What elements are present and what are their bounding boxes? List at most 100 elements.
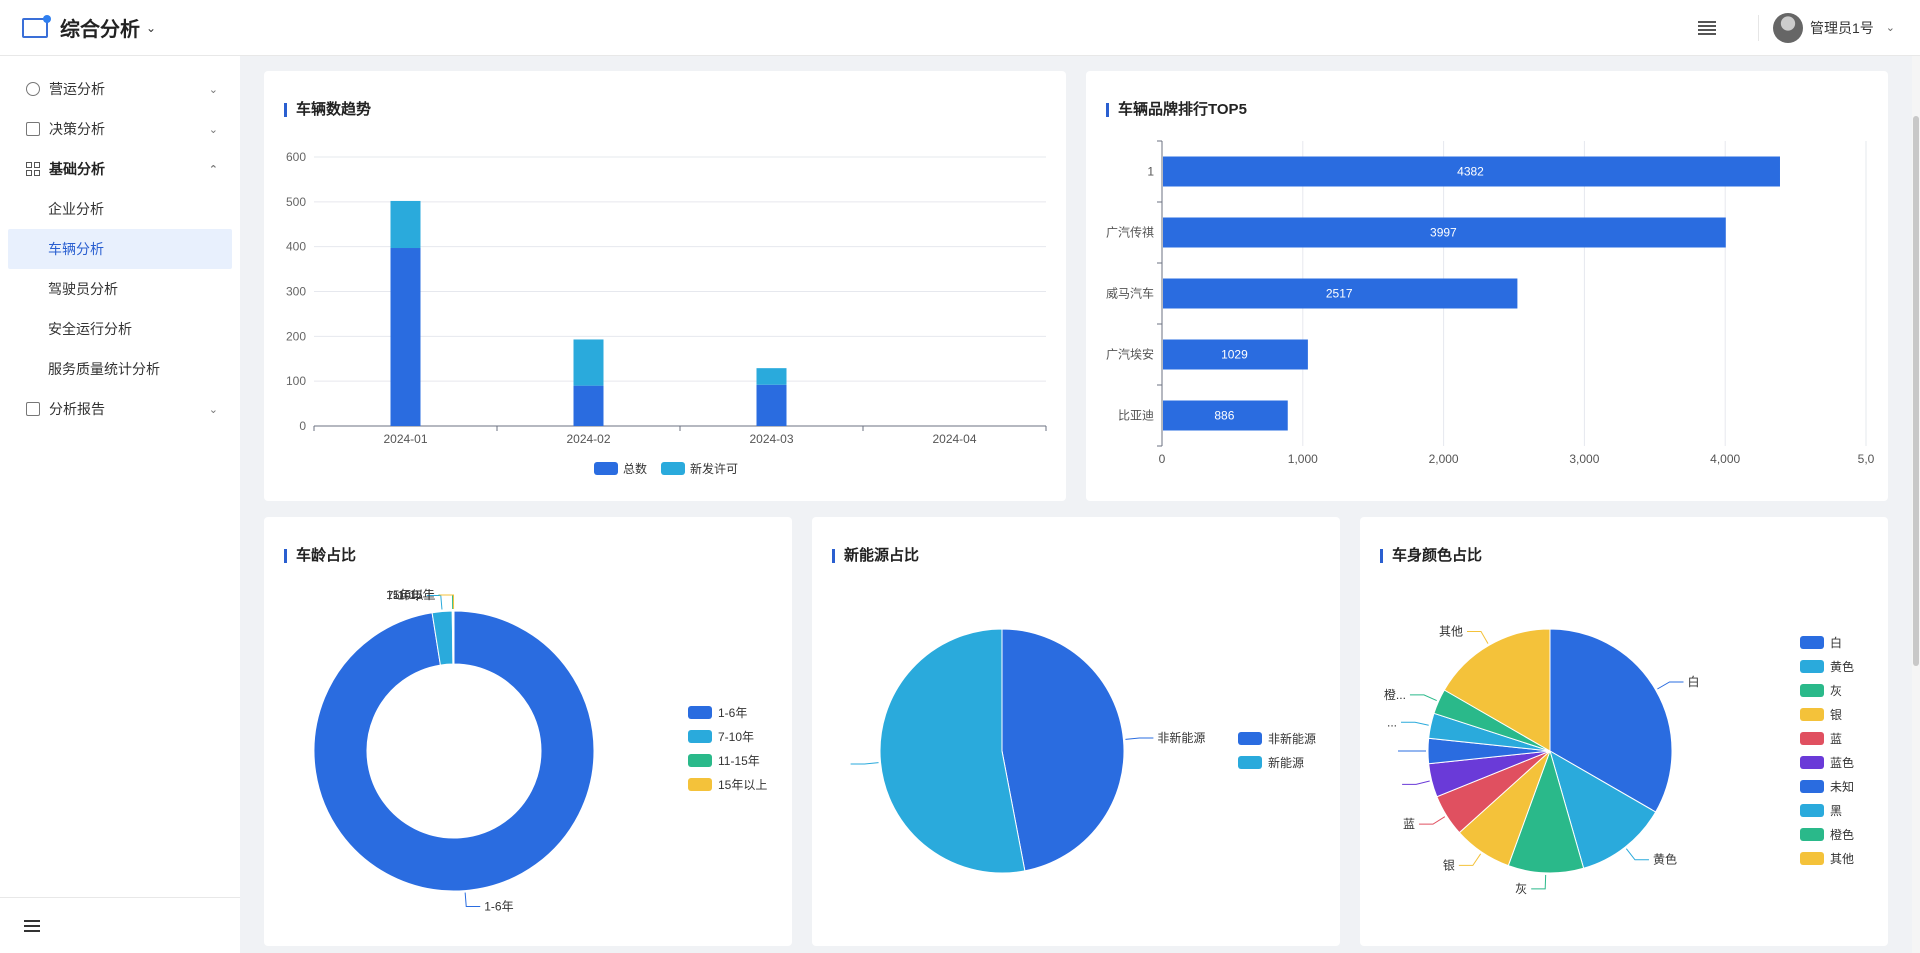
legend-swatch bbox=[594, 462, 618, 475]
callout-line bbox=[1401, 721, 1429, 726]
legend-label: 1-6年 bbox=[718, 706, 747, 720]
app-switcher[interactable]: 综合分析 ⌄ bbox=[22, 13, 156, 42]
callout-label: 白 bbox=[1688, 674, 1700, 689]
x-tick-label: 2024-02 bbox=[566, 432, 610, 446]
legend-label: 11-15年 bbox=[718, 754, 760, 768]
page-scrollbar[interactable] bbox=[1912, 56, 1920, 953]
sidebar-subitem-service-quality[interactable]: 服务质量统计分析 bbox=[48, 361, 160, 377]
legend-swatch bbox=[1800, 804, 1824, 817]
callout-line bbox=[1458, 853, 1482, 866]
callout-line bbox=[1467, 630, 1489, 644]
scrollbar-thumb[interactable] bbox=[1913, 116, 1919, 666]
legend-swatch bbox=[1800, 660, 1824, 673]
legend-label: 其他 bbox=[1830, 852, 1854, 866]
callout-label: 橙... bbox=[1384, 687, 1406, 702]
callout-label: 蓝 bbox=[1403, 817, 1415, 831]
avatar[interactable] bbox=[1772, 12, 1803, 43]
card-title: 车辆数趋势 bbox=[284, 102, 371, 117]
x-tick-label: 5,0 bbox=[1858, 452, 1875, 466]
sidebar-item-label: 分析报告 bbox=[49, 401, 105, 417]
data-label: 3997 bbox=[1430, 226, 1457, 240]
pie-slice bbox=[1549, 749, 1657, 869]
legend-swatch bbox=[661, 462, 685, 475]
sidebar-item-basic-analysis[interactable]: 基础分析 ⌃ bbox=[0, 149, 240, 189]
pie-slice bbox=[1443, 628, 1551, 752]
legend-label: 白 bbox=[1830, 635, 1842, 650]
legend-label: 7-10年 bbox=[718, 730, 754, 744]
sidebar-item-analysis-report[interactable]: 分析报告 ⌄ bbox=[0, 389, 240, 429]
legend-label: 橙色 bbox=[1830, 827, 1854, 842]
legend-label: 总数 bbox=[623, 461, 647, 476]
y-tick-label: 广汽埃安 bbox=[1106, 347, 1154, 362]
sidebar-item-label: 营运分析 bbox=[49, 81, 105, 97]
bar-total bbox=[390, 248, 421, 426]
sidebar-subitem-enterprise[interactable]: 企业分析 bbox=[48, 201, 104, 217]
legend-swatch bbox=[688, 706, 712, 719]
sidebar-subitem-safety[interactable]: 安全运行分析 bbox=[48, 321, 132, 337]
sidebar-subitem-vehicle[interactable]: 车辆分析 bbox=[8, 229, 232, 269]
callout-line bbox=[426, 595, 443, 610]
legend-label: 15年以上 bbox=[718, 778, 767, 792]
bar bbox=[1163, 400, 1288, 431]
y-tick-label: 300 bbox=[286, 285, 306, 299]
legend-swatch bbox=[1800, 732, 1824, 745]
pie-slice bbox=[1001, 628, 1125, 872]
bar-total bbox=[573, 385, 604, 426]
y-tick-label: 广汽传祺 bbox=[1106, 225, 1154, 240]
sidebar-subitem-driver[interactable]: 驾驶员分析 bbox=[48, 281, 118, 297]
user-name[interactable]: 管理员1号 bbox=[1809, 19, 1874, 36]
legend-swatch bbox=[1800, 828, 1824, 841]
y-tick-label: 0 bbox=[299, 419, 306, 433]
legend-swatch bbox=[688, 754, 712, 767]
sidebar-item-operation-analysis[interactable]: 营运分析 ⌄ bbox=[0, 69, 240, 109]
sidebar-item-label: 决策分析 bbox=[49, 121, 105, 137]
new-energy-card: 新能源占比 非新能源 非新能源 新能源 bbox=[812, 517, 1340, 946]
y-tick-label: 500 bbox=[286, 195, 306, 209]
callout-line bbox=[1625, 848, 1649, 861]
y-tick-label: 200 bbox=[286, 329, 306, 343]
pie-slice bbox=[313, 610, 595, 892]
legend-swatch bbox=[1800, 780, 1824, 793]
legend-label: 非新能源 bbox=[1268, 731, 1316, 746]
user-chevron-down-icon[interactable]: ⌄ bbox=[1885, 22, 1895, 34]
card-title: 车龄占比 bbox=[284, 548, 356, 563]
card-title: 车身颜色占比 bbox=[1380, 548, 1482, 563]
x-tick-label: 3,000 bbox=[1569, 452, 1599, 466]
data-label: 886 bbox=[1214, 409, 1234, 423]
legend-swatch bbox=[1238, 756, 1262, 769]
chevron-down-icon: ⌄ bbox=[208, 83, 218, 96]
brand-chart: 0 1,000 2,000 3,000 4,000 5,0 4382 1 3997 广汽传祺 251… bbox=[1106, 140, 1875, 466]
callout-line bbox=[1402, 780, 1430, 785]
callout-label: 灰 bbox=[1515, 882, 1527, 896]
legend-label: 黄色 bbox=[1830, 660, 1854, 674]
sidebar: 营运分析 ⌄ 决策分析 ⌄ 基础分析 ⌃ 企业分析 车辆分析 驾驶员分析 安全运… bbox=[0, 56, 240, 953]
legend-swatch bbox=[1800, 852, 1824, 865]
sidebar-item-label: 基础分析 bbox=[49, 161, 105, 177]
x-tick-label: 2,000 bbox=[1429, 452, 1459, 466]
callout-line bbox=[464, 892, 481, 908]
callout-line bbox=[850, 762, 879, 765]
bar bbox=[1163, 339, 1308, 370]
top-bar: 综合分析 ⌄ 管理员1号 ⌄ bbox=[0, 0, 1920, 56]
data-label: 1029 bbox=[1221, 348, 1248, 362]
vehicle-age-card: 车龄占比 1-6年 7-10年 11-15年 15年以上 1-6年 7-10年 11-15年… bbox=[264, 517, 792, 946]
x-tick-label: 2024-03 bbox=[749, 432, 793, 446]
card-title: 车辆品牌排行TOP5 bbox=[1106, 102, 1247, 117]
bar-new-permit bbox=[573, 339, 604, 386]
pie-slice bbox=[1549, 628, 1673, 813]
legend-label: 灰 bbox=[1830, 684, 1842, 698]
y-tick-label: 1 bbox=[1147, 165, 1154, 179]
callout-line bbox=[1531, 874, 1547, 890]
list-menu-icon[interactable] bbox=[1697, 20, 1716, 35]
collapse-menu-icon[interactable] bbox=[24, 919, 40, 932]
divider bbox=[1757, 14, 1759, 41]
callout-label: 1-6年 bbox=[484, 900, 513, 914]
sidebar-item-decision-analysis[interactable]: 决策分析 ⌄ bbox=[0, 109, 240, 149]
callout-label: 黄色 bbox=[1653, 853, 1677, 867]
grid-icon bbox=[26, 162, 40, 176]
callout-line bbox=[1657, 681, 1684, 690]
report-icon bbox=[26, 402, 40, 416]
legend-swatch bbox=[688, 730, 712, 743]
bar-total bbox=[756, 384, 787, 426]
legend-swatch bbox=[1800, 636, 1824, 649]
